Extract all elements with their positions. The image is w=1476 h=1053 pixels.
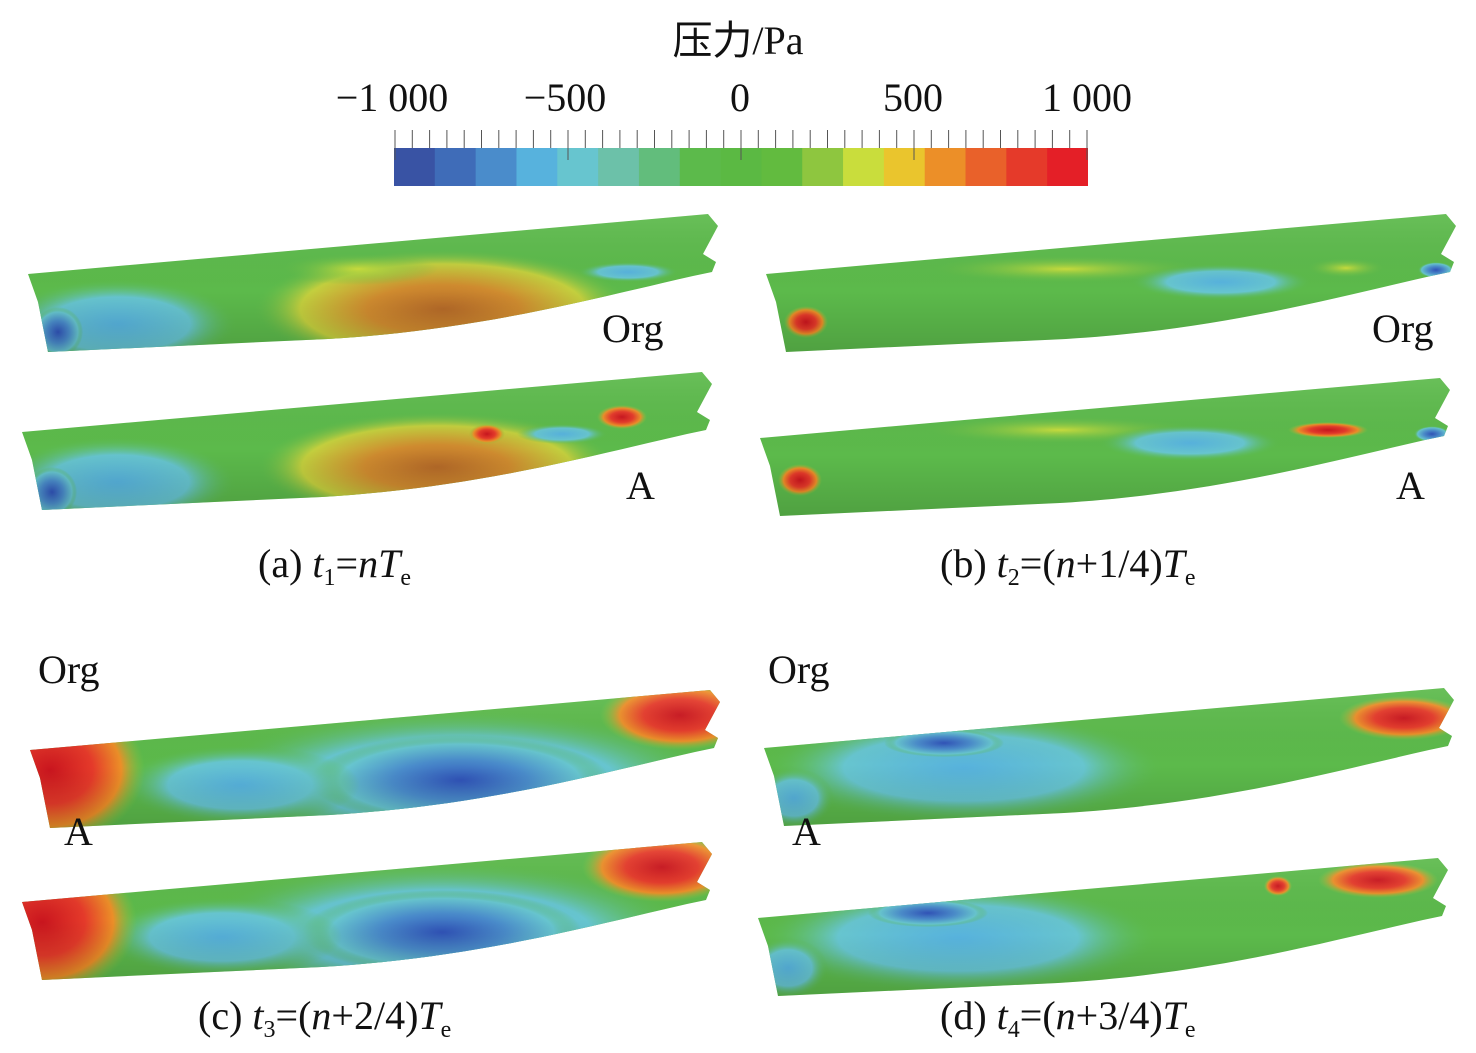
- label-a-c: A: [64, 809, 93, 854]
- hull-c-org: [30, 690, 720, 828]
- colorbar-swatch: [843, 148, 885, 186]
- colorbar-swatch: [679, 148, 722, 186]
- caption-b: (b) t2=(n+1/4)Te: [940, 541, 1196, 591]
- colorbar-tick: −500: [523, 75, 607, 120]
- colorbar-swatch: [434, 148, 477, 186]
- hull-b-org: [766, 214, 1456, 352]
- colorbar-tick: 500: [883, 75, 943, 120]
- colorbar-swatch: [802, 148, 844, 186]
- hull-d-org: [764, 688, 1454, 826]
- hull-c-a: [22, 842, 712, 980]
- colorbar-swatch: [965, 148, 1007, 186]
- colorbar-swatch: [475, 148, 518, 186]
- colorbar-swatch: [394, 148, 436, 186]
- colorbar-swatch: [1006, 148, 1048, 186]
- colorbar-swatch: [883, 148, 926, 186]
- colorbar: [394, 130, 1088, 186]
- caption-d: (d) t4=(n+3/4)Te: [940, 993, 1196, 1043]
- colorbar-swatch: [638, 148, 681, 186]
- label-a-d: A: [792, 809, 821, 854]
- colorbar-swatch: [761, 148, 803, 186]
- label-org-c: Org: [38, 647, 100, 692]
- hull-b-a: [760, 378, 1450, 516]
- colorbar-swatch: [516, 148, 558, 186]
- hull-d-a: [758, 858, 1448, 996]
- label-org-b: Org: [1372, 306, 1434, 351]
- colorbar-swatch: [598, 148, 640, 186]
- colorbar-swatch: [557, 148, 599, 186]
- label-a-a: A: [626, 463, 655, 508]
- colorbar-title: 压力/Pa: [672, 18, 804, 63]
- hull-a-a: [22, 372, 712, 510]
- colorbar-tick: 1 000: [1042, 75, 1132, 120]
- label-a-b: A: [1396, 463, 1425, 508]
- label-org-d: Org: [768, 647, 830, 692]
- colorbar-swatch: [924, 148, 967, 186]
- caption-c: (c) t3=(n+2/4)Te: [198, 993, 452, 1043]
- colorbar-tick: −1 000: [335, 75, 449, 120]
- label-org-a: Org: [602, 306, 664, 351]
- caption-a: (a) t1=nTe: [258, 541, 411, 591]
- colorbar-swatch: [1047, 148, 1088, 186]
- colorbar-tick: 0: [730, 75, 750, 120]
